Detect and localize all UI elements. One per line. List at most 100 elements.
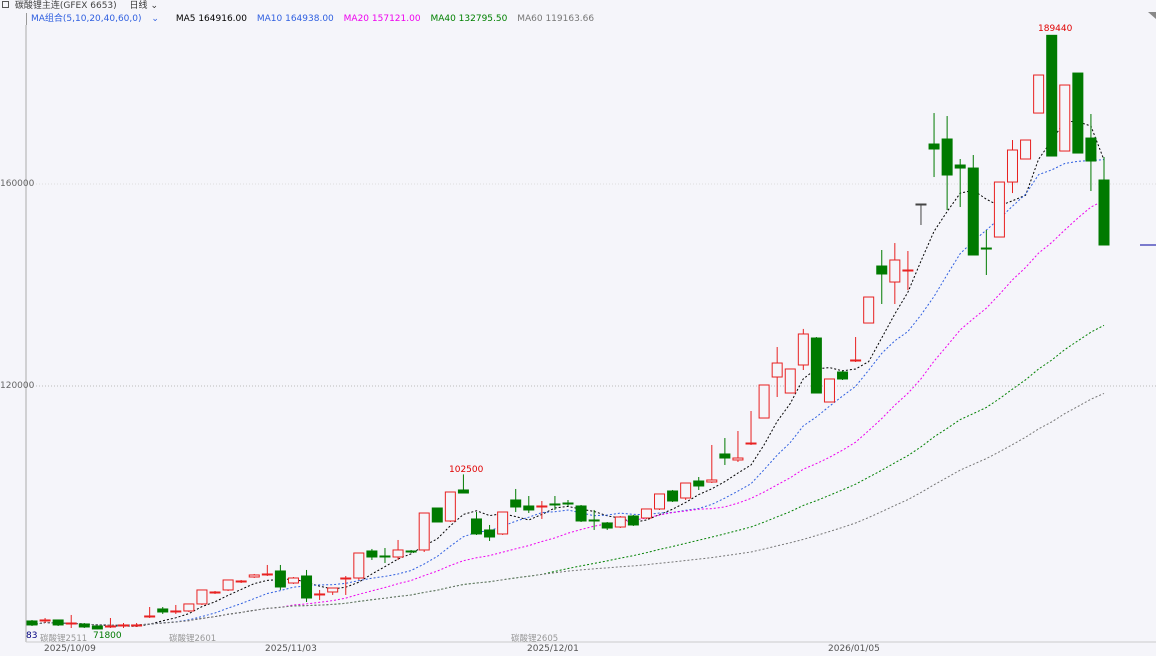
ma40-value: MA40 132795.50	[430, 14, 508, 24]
candle[interactable]	[274, 564, 286, 590]
candle[interactable]	[65, 614, 77, 628]
candle[interactable]	[810, 337, 822, 394]
candle[interactable]	[1098, 157, 1110, 246]
candle-body	[797, 333, 809, 366]
candle[interactable]	[418, 512, 430, 552]
ma5-line	[31, 120, 1105, 627]
candle[interactable]	[654, 493, 666, 510]
candle[interactable]	[510, 488, 522, 512]
candle[interactable]	[104, 617, 116, 628]
candle-body	[915, 203, 927, 206]
candle[interactable]	[640, 508, 652, 519]
candle[interactable]	[157, 606, 169, 614]
candle[interactable]	[588, 509, 600, 530]
candle[interactable]	[562, 499, 574, 506]
candle[interactable]	[222, 579, 234, 591]
candle[interactable]	[457, 474, 469, 494]
candle[interactable]	[52, 619, 64, 626]
candle[interactable]	[144, 606, 156, 618]
candle[interactable]	[392, 539, 404, 560]
candle[interactable]	[26, 619, 38, 626]
date-label: 2025/10/09	[44, 644, 96, 654]
candle[interactable]	[366, 548, 378, 560]
candle[interactable]	[706, 444, 718, 484]
indicator-selector[interactable]: MA组合(5,10,20,40,60,0) ⌄	[31, 14, 166, 24]
candle-body	[1098, 179, 1110, 246]
candle[interactable]	[627, 514, 639, 526]
candle[interactable]	[549, 495, 561, 510]
candle[interactable]	[1006, 140, 1018, 194]
candle[interactable]	[235, 579, 247, 584]
candle[interactable]	[902, 251, 914, 290]
candle[interactable]	[340, 575, 352, 595]
candle[interactable]	[353, 552, 365, 580]
candle[interactable]	[78, 622, 90, 628]
candle[interactable]	[497, 511, 509, 535]
candle[interactable]	[850, 337, 862, 363]
candle[interactable]	[745, 410, 757, 445]
candle[interactable]	[680, 482, 692, 500]
candle[interactable]	[131, 622, 143, 627]
candle[interactable]	[784, 368, 796, 394]
candle[interactable]	[1059, 84, 1071, 152]
candle[interactable]	[209, 590, 221, 594]
candles	[26, 34, 1110, 630]
candle[interactable]	[797, 328, 809, 370]
candle[interactable]	[523, 495, 535, 514]
candle[interactable]	[771, 347, 783, 398]
candle[interactable]	[301, 569, 313, 602]
candle[interactable]	[1046, 34, 1058, 157]
candle[interactable]	[405, 549, 417, 554]
candle[interactable]	[575, 504, 587, 522]
period-label: 日线	[129, 1, 148, 11]
candle[interactable]	[91, 625, 103, 630]
candle[interactable]	[1020, 139, 1032, 160]
corner-triangle-icon[interactable]	[1148, 12, 1156, 19]
candle[interactable]	[470, 511, 482, 535]
candle[interactable]	[431, 507, 443, 523]
candle[interactable]	[667, 489, 679, 502]
candle[interactable]	[993, 181, 1005, 238]
candle[interactable]	[314, 589, 326, 600]
candle-body	[248, 574, 260, 578]
candle[interactable]	[915, 203, 927, 226]
candle[interactable]	[823, 378, 835, 403]
candle[interactable]	[444, 491, 456, 522]
candle[interactable]	[863, 296, 875, 324]
candle[interactable]	[693, 477, 705, 490]
candle[interactable]	[758, 384, 770, 419]
candle[interactable]	[1085, 114, 1097, 192]
candle[interactable]	[248, 573, 260, 578]
candle-body	[627, 515, 639, 526]
candle[interactable]	[170, 604, 182, 614]
candle[interactable]	[967, 155, 979, 256]
candle[interactable]	[719, 438, 731, 465]
candle-body	[118, 624, 130, 627]
candle[interactable]	[614, 515, 626, 529]
candle[interactable]	[484, 524, 496, 541]
candle[interactable]	[941, 116, 953, 211]
candle[interactable]	[261, 564, 273, 576]
candle[interactable]	[732, 430, 744, 463]
ma20-value: MA20 157121.00	[343, 14, 421, 24]
candle[interactable]	[980, 230, 992, 276]
candle[interactable]	[876, 250, 888, 304]
candle[interactable]	[327, 587, 339, 595]
candle[interactable]	[889, 243, 901, 304]
period-selector[interactable]: 日线 ⌄	[130, 1, 158, 11]
candle[interactable]	[601, 521, 613, 530]
candle[interactable]	[928, 113, 940, 178]
candle[interactable]	[1072, 72, 1084, 154]
window-icon[interactable]	[2, 1, 9, 8]
candle[interactable]	[118, 622, 130, 628]
candle[interactable]	[287, 576, 299, 584]
candle[interactable]	[954, 159, 966, 208]
candle[interactable]	[536, 500, 548, 519]
candle[interactable]	[1033, 74, 1045, 114]
candle[interactable]	[837, 371, 849, 380]
candle[interactable]	[196, 589, 208, 605]
candle[interactable]	[183, 603, 195, 612]
candle[interactable]	[39, 617, 51, 623]
candle[interactable]	[379, 548, 391, 564]
